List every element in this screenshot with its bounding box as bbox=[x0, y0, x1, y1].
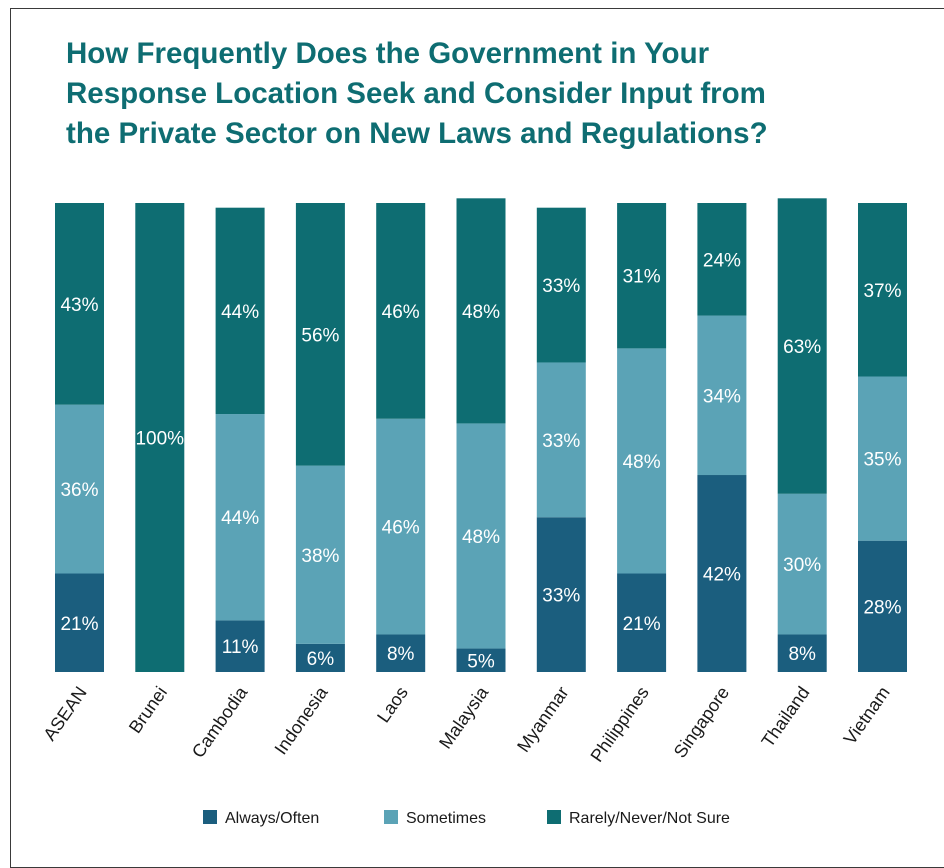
value-label-indonesia-always-often: 6% bbox=[307, 649, 335, 670]
value-label-brunei-rarely-never-not-sure: 100% bbox=[135, 429, 184, 450]
value-label-philippines-always-often: 21% bbox=[623, 614, 661, 635]
value-label-asean-sometimes: 36% bbox=[60, 480, 98, 501]
bar-indonesia-always-often bbox=[295, 643, 345, 672]
bar-philippines-always-often bbox=[617, 573, 667, 672]
bar-malaysia-always-often bbox=[456, 648, 506, 672]
bar-laos-always-often bbox=[376, 634, 426, 672]
x-tick-label-vietnam: Vietnam bbox=[840, 683, 894, 748]
value-label-vietnam-sometimes: 35% bbox=[863, 450, 901, 471]
bar-malaysia-sometimes bbox=[456, 423, 506, 649]
value-label-thailand-always-often: 8% bbox=[788, 644, 816, 665]
legend-swatch-rarely-never-not-sure bbox=[547, 810, 561, 824]
bar-singapore-always-often bbox=[697, 475, 747, 672]
legend-swatch-sometimes bbox=[384, 810, 398, 824]
value-label-malaysia-sometimes: 48% bbox=[462, 527, 500, 548]
title-line-1: How Frequently Does the Government in Yo… bbox=[66, 37, 710, 70]
x-tick-label-asean: ASEAN bbox=[39, 683, 90, 744]
value-label-myanmar-rarely-never-not-sure: 33% bbox=[542, 276, 580, 297]
bar-philippines-sometimes bbox=[617, 348, 667, 574]
value-label-asean-always-often: 21% bbox=[60, 614, 98, 635]
value-label-philippines-rarely-never-not-sure: 31% bbox=[623, 267, 661, 288]
value-label-thailand-sometimes: 30% bbox=[783, 555, 821, 576]
x-tick-label-cambodia: Cambodia bbox=[188, 682, 252, 761]
bar-vietnam-sometimes bbox=[858, 376, 907, 541]
legend-label-rarely-never-not-sure: Rarely/Never/Not Sure bbox=[569, 810, 730, 827]
bar-indonesia-sometimes bbox=[295, 465, 345, 644]
bar-brunei-rarely-never-not-sure bbox=[135, 203, 185, 672]
bar-myanmar-sometimes bbox=[536, 362, 586, 518]
chart-title: How Frequently Does the Government in Yo… bbox=[66, 34, 886, 154]
bar-asean-rarely-never-not-sure bbox=[55, 203, 104, 405]
bar-thailand-rarely-never-not-sure bbox=[777, 198, 827, 494]
x-tick-label-thailand: Thailand bbox=[757, 683, 813, 751]
value-label-vietnam-rarely-never-not-sure: 37% bbox=[863, 281, 901, 302]
bar-cambodia-always-often bbox=[215, 620, 265, 672]
value-label-myanmar-sometimes: 33% bbox=[542, 431, 580, 452]
bar-laos-rarely-never-not-sure bbox=[376, 203, 426, 419]
value-label-singapore-always-often: 42% bbox=[703, 565, 741, 586]
legend-label-always-often: Always/Often bbox=[225, 810, 319, 827]
x-tick-label-indonesia: Indonesia bbox=[271, 682, 333, 758]
value-label-thailand-rarely-never-not-sure: 63% bbox=[783, 337, 821, 358]
legend-swatch-always-often bbox=[203, 810, 217, 824]
legend-label-sometimes: Sometimes bbox=[406, 810, 486, 827]
value-label-indonesia-sometimes: 38% bbox=[301, 546, 339, 567]
x-tick-label-myanmar: Myanmar bbox=[513, 683, 572, 756]
x-tick-label-singapore: Singapore bbox=[670, 683, 733, 762]
bar-cambodia-sometimes bbox=[215, 414, 265, 621]
bar-indonesia-rarely-never-not-sure bbox=[295, 203, 345, 466]
bars-group bbox=[55, 198, 907, 672]
bar-myanmar-rarely-never-not-sure bbox=[536, 207, 586, 363]
value-label-laos-sometimes: 46% bbox=[382, 518, 420, 539]
title-line-3: the Private Sector on New Laws and Regul… bbox=[66, 117, 768, 150]
bar-laos-sometimes bbox=[376, 418, 426, 635]
title-line-2: Response Location Seek and Consider Inpu… bbox=[66, 77, 766, 110]
bar-vietnam-rarely-never-not-sure bbox=[858, 203, 907, 377]
x-tick-label-philippines: Philippines bbox=[587, 683, 653, 766]
legend: Always/Often Sometimes Rarely/Never/Not Su… bbox=[203, 810, 730, 827]
x-tick-label-laos: Laos bbox=[373, 683, 412, 726]
value-label-cambodia-rarely-never-not-sure: 44% bbox=[221, 302, 259, 323]
bar-cambodia-rarely-never-not-sure bbox=[215, 207, 265, 415]
x-tick-label-brunei: Brunei bbox=[125, 683, 171, 737]
bar-asean-always-often bbox=[55, 573, 104, 672]
bar-malaysia-rarely-never-not-sure bbox=[456, 198, 506, 424]
x-tick-labels-group: ASEAN Brunei Cambodia Indonesia Laos Malaysia… bbox=[39, 682, 893, 766]
value-label-malaysia-rarely-never-not-sure: 48% bbox=[462, 302, 500, 323]
value-label-malaysia-always-often: 5% bbox=[467, 651, 495, 672]
value-label-singapore-sometimes: 34% bbox=[703, 386, 741, 407]
bar-thailand-sometimes bbox=[777, 493, 827, 635]
value-labels-group: 21% 36% 43% 100% 11% 44% 44% 6% 38% 56% 8% 46% 46% 5%… bbox=[60, 250, 901, 672]
value-label-indonesia-rarely-never-not-sure: 56% bbox=[301, 325, 339, 346]
x-tick-label-malaysia: Malaysia bbox=[435, 682, 493, 752]
bar-singapore-sometimes bbox=[697, 315, 747, 476]
value-label-laos-rarely-never-not-sure: 46% bbox=[382, 302, 420, 323]
value-label-philippines-sometimes: 48% bbox=[623, 452, 661, 473]
value-label-vietnam-always-often: 28% bbox=[863, 597, 901, 618]
bar-thailand-always-often bbox=[777, 634, 827, 672]
value-label-singapore-rarely-never-not-sure: 24% bbox=[703, 250, 741, 271]
value-label-cambodia-sometimes: 44% bbox=[221, 508, 259, 529]
bar-singapore-rarely-never-not-sure bbox=[697, 203, 747, 316]
bar-philippines-rarely-never-not-sure bbox=[617, 203, 667, 349]
bar-myanmar-always-often bbox=[536, 517, 586, 672]
value-label-asean-rarely-never-not-sure: 43% bbox=[60, 295, 98, 316]
bar-asean-sometimes bbox=[55, 404, 104, 574]
bar-vietnam-always-often bbox=[858, 540, 907, 672]
value-label-cambodia-always-often: 11% bbox=[222, 637, 259, 658]
value-label-myanmar-always-often: 33% bbox=[542, 586, 580, 607]
value-label-laos-always-often: 8% bbox=[387, 644, 415, 665]
stacked-bar-chart: 21% 36% 43% 100% 11% 44% 44% 6% 38% 56% 8% 46% 46% 5%… bbox=[39, 198, 907, 827]
